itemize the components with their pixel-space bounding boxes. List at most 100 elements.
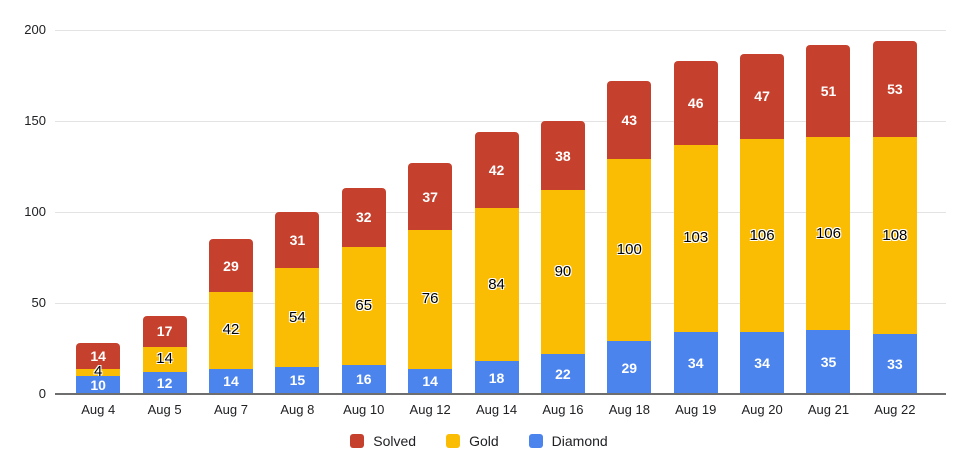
bar-segment-gold-aug-18[interactable]: 100 <box>607 159 652 342</box>
legend-item-solved[interactable]: Solved <box>350 433 416 449</box>
gridline-200 <box>55 30 946 31</box>
bar-group-aug-7: 29 42 14 <box>208 30 253 394</box>
bar-group-aug-4: 14 4 10 <box>76 30 121 394</box>
bar-group-aug-21: 51 106 35 <box>806 30 851 394</box>
bar-segment-gold-aug-5[interactable]: 14 <box>142 346 187 373</box>
data-label: 47 <box>754 88 770 105</box>
bar-segment-diamond-aug-14[interactable]: 18 <box>474 361 519 394</box>
data-label: 29 <box>223 257 239 274</box>
bar-slot-aug-19: 46 103 34 <box>663 30 729 394</box>
data-label: 35 <box>820 354 837 371</box>
data-label: 10 <box>90 376 106 393</box>
y-tick-label-50: 50 <box>31 295 46 310</box>
bar-segment-diamond-aug-19[interactable]: 34 <box>673 332 718 394</box>
bar-slot-aug-8: 31 54 15 <box>264 30 330 394</box>
bar-segment-diamond-aug-12[interactable]: 14 <box>408 368 453 394</box>
bar-slot-aug-22: 53 108 33 <box>862 30 928 394</box>
bar-segment-diamond-aug-21[interactable]: 35 <box>806 330 851 394</box>
bar-segment-solved-aug-18[interactable]: 43 <box>607 80 652 160</box>
bar-slot-aug-16: 38 90 22 <box>530 30 596 394</box>
data-label: 4 <box>94 363 103 381</box>
bar-segment-diamond-aug-4[interactable]: 10 <box>76 375 121 394</box>
bar-segment-gold-aug-8[interactable]: 54 <box>275 268 320 367</box>
bar-segment-solved-aug-16[interactable]: 38 <box>540 121 585 191</box>
data-label: 32 <box>355 209 372 226</box>
bar-segment-gold-aug-4[interactable]: 4 <box>76 364 121 380</box>
bar-segment-solved-aug-7[interactable]: 29 <box>208 239 253 293</box>
x-tick-label-aug-18: Aug 18 <box>608 402 650 417</box>
bar-segment-solved-aug-14[interactable]: 42 <box>474 131 519 209</box>
data-label: 65 <box>355 296 373 314</box>
gridline-150 <box>55 121 946 122</box>
bar-segment-diamond-aug-8[interactable]: 15 <box>275 366 320 394</box>
data-label: 103 <box>683 229 709 247</box>
bar-segment-gold-aug-7[interactable]: 42 <box>208 292 253 369</box>
bar-segment-gold-aug-16[interactable]: 90 <box>540 190 585 354</box>
data-label: 100 <box>616 241 642 259</box>
bar-segment-solved-aug-10[interactable]: 32 <box>341 188 386 247</box>
x-tick-label-aug-12: Aug 12 <box>409 402 451 417</box>
data-label: 38 <box>555 147 571 164</box>
data-label: 14 <box>90 347 106 364</box>
data-label: 17 <box>156 323 173 340</box>
bar-segment-solved-aug-8[interactable]: 31 <box>275 212 320 269</box>
legend-item-diamond[interactable]: Diamond <box>528 433 608 449</box>
bar-segment-solved-aug-20[interactable]: 47 <box>740 53 785 140</box>
bar-segment-solved-aug-4[interactable]: 14 <box>76 343 121 369</box>
bar-segment-gold-aug-10[interactable]: 65 <box>341 246 386 365</box>
data-label: 53 <box>887 81 903 98</box>
data-label: 106 <box>815 224 841 242</box>
legend-swatch-diamond <box>528 434 543 448</box>
bar-segment-diamond-aug-20[interactable]: 34 <box>740 332 785 394</box>
bar-group-aug-22: 53 108 33 <box>872 30 917 394</box>
data-label: 14 <box>223 373 239 390</box>
data-label: 76 <box>421 290 439 308</box>
bar-group-aug-16: 38 90 22 <box>540 30 585 394</box>
bar-segment-gold-aug-12[interactable]: 76 <box>408 230 453 369</box>
x-tick-label-aug-10: Aug 10 <box>343 402 385 417</box>
bar-segment-diamond-aug-7[interactable]: 14 <box>208 368 253 394</box>
bar-group-aug-19: 46 103 34 <box>673 30 718 394</box>
bar-segment-diamond-aug-22[interactable]: 33 <box>872 333 917 394</box>
bar-segment-gold-aug-21[interactable]: 106 <box>806 137 851 331</box>
x-tick-label-aug-4: Aug 4 <box>81 402 116 417</box>
data-label: 29 <box>621 359 638 376</box>
legend-item-gold[interactable]: Gold <box>446 433 499 449</box>
data-label: 51 <box>820 83 837 99</box>
bar-segment-gold-aug-14[interactable]: 84 <box>474 208 519 362</box>
data-label: 84 <box>488 275 505 293</box>
bar-segment-solved-aug-19[interactable]: 46 <box>673 60 718 145</box>
data-label: 42 <box>488 162 505 179</box>
bar-segment-solved-aug-5[interactable]: 17 <box>142 315 187 347</box>
x-tick-label-aug-21: Aug 21 <box>807 402 850 417</box>
legend-label-gold: Gold <box>469 433 499 449</box>
legend-swatch-gold <box>446 434 461 448</box>
plot-area: 14 4 10 17 14 12 29 42 14 31 54 15 32 65 16 37 76 14 42 84 1… <box>65 30 928 394</box>
y-tick-label-0: 0 <box>38 386 46 401</box>
bar-group-aug-8: 31 54 15 <box>275 30 320 394</box>
bar-segment-gold-aug-19[interactable]: 103 <box>673 144 718 333</box>
data-label: 46 <box>687 94 704 111</box>
x-tick-label-aug-19: Aug 19 <box>675 402 717 417</box>
bar-slot-aug-14: 42 84 18 <box>463 30 529 394</box>
data-label: 31 <box>289 232 306 249</box>
legend-swatch-solved <box>350 434 365 448</box>
bar-group-aug-20: 47 106 34 <box>740 30 785 394</box>
bar-segment-gold-aug-20[interactable]: 106 <box>740 139 785 333</box>
data-label: 22 <box>555 365 571 382</box>
bar-segment-diamond-aug-16[interactable]: 22 <box>540 353 585 394</box>
bar-segment-diamond-aug-5[interactable]: 12 <box>142 372 187 394</box>
bar-segment-solved-aug-21[interactable]: 51 <box>806 44 851 138</box>
bar-segment-solved-aug-12[interactable]: 37 <box>408 162 453 231</box>
bar-segment-solved-aug-22[interactable]: 53 <box>872 40 917 138</box>
bar-group-aug-12: 37 76 14 <box>408 30 453 394</box>
bar-slot-aug-4: 14 4 10 <box>65 30 131 394</box>
bar-slot-aug-18: 43 100 29 <box>596 30 662 394</box>
data-label: 33 <box>887 355 903 372</box>
legend-label-diamond: Diamond <box>551 433 608 449</box>
bar-segment-diamond-aug-10[interactable]: 16 <box>341 364 386 394</box>
bar-segment-diamond-aug-18[interactable]: 29 <box>607 341 652 394</box>
bar-segment-gold-aug-22[interactable]: 108 <box>872 137 917 334</box>
x-tick-label-aug-7: Aug 7 <box>213 402 248 417</box>
